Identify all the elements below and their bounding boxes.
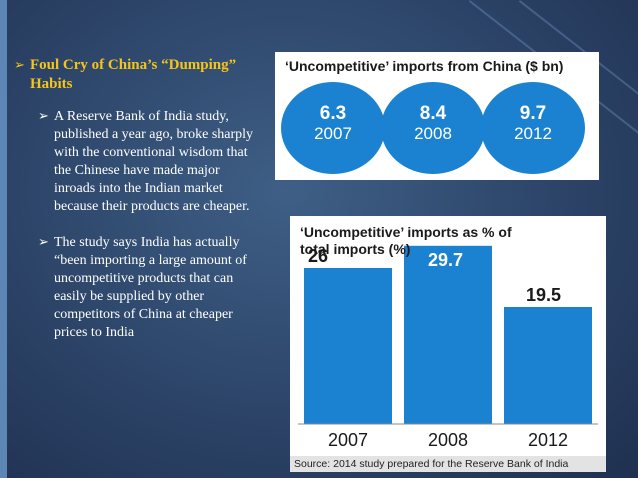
x-tick-label: 2012 [528, 430, 568, 450]
chart-source: Source: 2014 study prepared for the Rese… [290, 456, 606, 472]
bullet-item: ➢ The study says India has actually “bee… [14, 234, 264, 342]
bubble-2012: 9.7 2012 [481, 82, 585, 174]
bubble-value: 9.7 [519, 103, 547, 124]
slide-heading: ➢ Foul Cry of China’s “Dumping” Habits [14, 56, 264, 94]
percent-chart-panel: 26 2007 29.7 2008 19.5 2012 ‘Uncompetitive’ i… [290, 216, 606, 472]
bar-value-label: 29.7 [428, 250, 463, 270]
bubble-2007: 6.3 2007 [281, 82, 385, 174]
bar-2012 [504, 307, 592, 424]
accent-bar [0, 0, 7, 478]
bar-value-label: 26 [308, 246, 328, 266]
bullet-text: The study says India has actually “been … [54, 235, 247, 340]
bubble-year: 2012 [514, 124, 552, 143]
arrow-bullet-icon: ➢ [14, 58, 25, 73]
x-tick-label: 2007 [328, 430, 368, 450]
bar-value-label: 19.5 [526, 285, 561, 305]
bullet-item: ➢ A Reserve Bank of India study, publish… [14, 108, 264, 216]
bubble-value: 8.4 [419, 103, 447, 124]
bubble-value: 6.3 [319, 103, 347, 124]
bullet-text: A Reserve Bank of India study, published… [54, 109, 254, 214]
text-column: ➢ Foul Cry of China’s “Dumping” Habits ➢… [14, 56, 264, 342]
bubble-2008: 8.4 2008 [381, 82, 485, 174]
bar-2007 [304, 268, 392, 424]
bubble-year: 2008 [414, 124, 452, 143]
x-tick-label: 2008 [428, 430, 468, 450]
panel-title: ‘Uncompetitive’ imports from China ($ bn… [285, 58, 564, 74]
chart-title: ‘Uncompetitive’ imports as % of total im… [300, 224, 512, 257]
arrow-bullet-icon: ➢ [38, 235, 49, 250]
bar-chart: 26 2007 29.7 2008 19.5 2012 [298, 245, 598, 450]
bar-2008 [404, 245, 492, 424]
heading-text: Foul Cry of China’s “Dumping” Habits [30, 57, 237, 92]
imports-bubbles-panel: ‘Uncompetitive’ imports from China ($ bn… [275, 52, 599, 180]
bubble-year: 2007 [314, 124, 352, 143]
arrow-bullet-icon: ➢ [38, 109, 49, 124]
